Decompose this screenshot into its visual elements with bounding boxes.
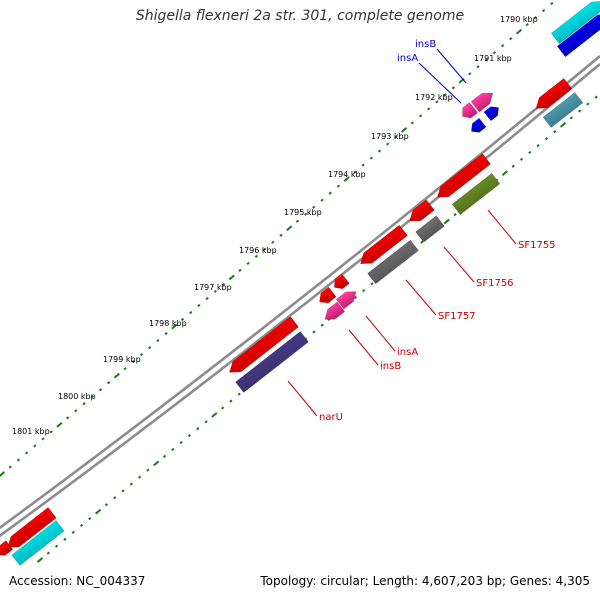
gene-label-insa: insA	[397, 347, 418, 358]
gene-red-tiny-b	[319, 286, 337, 303]
gene-label-leader	[365, 315, 396, 352]
gene-label-leader	[287, 380, 318, 417]
kbp-label: 1801 kbp	[12, 427, 50, 436]
kbp-label: 1798 kbp	[149, 319, 187, 328]
kbp-label: 1800 kbp	[58, 392, 96, 401]
gene-label-leader	[418, 62, 462, 104]
gene-red-right	[535, 78, 573, 109]
gene-red-upper-mid	[437, 153, 491, 198]
gene-label-sf1756: SF1756	[476, 278, 514, 289]
kbp-label: 1795 kbp	[284, 208, 322, 217]
genome-backbone	[0, 54, 600, 538]
gene-cyan-bottom-left	[11, 520, 65, 566]
gene-SF1756	[415, 215, 445, 243]
gene-label-leader	[443, 246, 475, 283]
gene-insB-mid	[324, 301, 345, 320]
gene-blue-small-a	[483, 106, 499, 121]
gene-label-sf1757: SF1757	[438, 311, 476, 322]
lower-tick-line	[36, 95, 598, 563]
gene-insA-top	[462, 102, 478, 119]
kbp-label: 1799 kbp	[103, 355, 141, 364]
gene-red-small-mid	[409, 199, 435, 222]
kbp-label: 1790 kbp	[500, 15, 538, 24]
gene-red-large	[229, 316, 299, 373]
gene-SF1755	[451, 173, 501, 215]
gene-label-insb: insB	[415, 39, 436, 50]
gene-blue-small-b	[471, 118, 487, 133]
gene-label-sf1755: SF1755	[518, 240, 556, 251]
gene-label-leader	[348, 329, 379, 366]
kbp-label: 1791 kbp	[474, 54, 512, 63]
accession-text: Accession: NC_004337	[9, 574, 146, 588]
gene-labels: insB insA SF1755 SF1756 SF1757 insA insB narU	[287, 39, 556, 423]
gene-insA-mid	[336, 291, 357, 310]
gene-red-bottom-left	[7, 507, 57, 548]
kbp-label: 1793 kbp	[371, 132, 409, 141]
gene-steel-right	[542, 92, 584, 128]
gene-label-leader	[487, 209, 517, 245]
gene-label-insa: insA	[397, 53, 418, 64]
gene-narU	[235, 331, 309, 393]
gene-blue-top-right	[557, 14, 600, 57]
gene-label-leader	[405, 279, 437, 316]
map-title: Shigella flexneri 2a str. 301, complete …	[135, 8, 465, 24]
gene-cyan-top-right	[551, 1, 600, 44]
backbone-inner	[0, 63, 600, 538]
gene-insB-top	[470, 92, 494, 113]
kbp-label: 1796 kbp	[239, 246, 277, 255]
gene-label-naru: narU	[319, 412, 343, 423]
gene-label-leader	[436, 48, 467, 84]
gene-red-edge	[0, 540, 14, 556]
gene-red-tiny-a	[334, 273, 350, 289]
gene-label-insb: insB	[380, 361, 401, 372]
kbp-label: 1797 kbp	[194, 283, 232, 292]
kbp-label: 1794 kbp	[328, 170, 366, 179]
gene-red-mid	[360, 224, 408, 264]
kbp-labels: 1790 kbp 1791 kbp 1792 kbp 1793 kbp 1794 kbp…	[12, 15, 538, 436]
genome-summary-text: Topology: circular; Length: 4,607,203 bp…	[260, 574, 590, 588]
upper-tick-line	[0, 1, 554, 477]
backbone-outer	[0, 54, 600, 530]
gene-features	[0, 1, 600, 566]
gene-SF1757	[367, 239, 419, 285]
kbp-label: 1792 kbp	[415, 93, 453, 102]
